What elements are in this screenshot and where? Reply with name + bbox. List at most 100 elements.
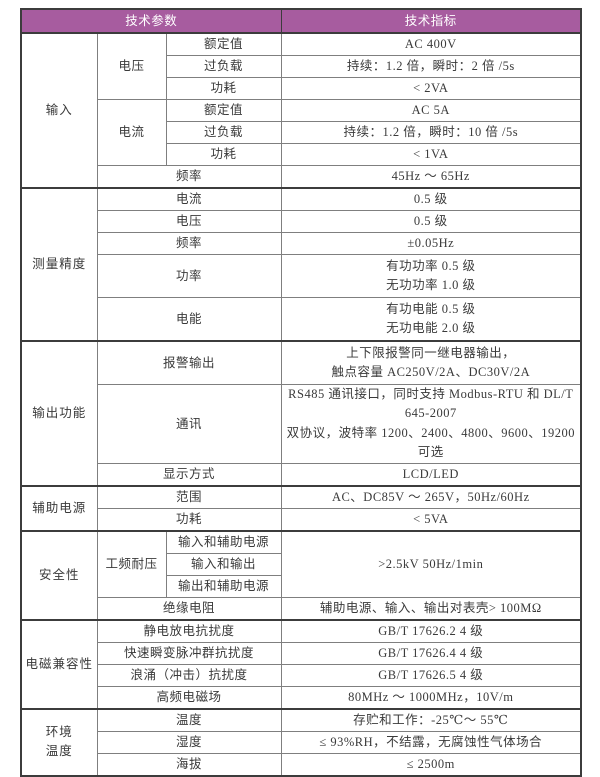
section-label-environment: 环境 温度 <box>20 707 98 776</box>
table-row: 浪涌（冲击）抗扰度 GB/T 17626.5 4 级 <box>21 663 582 687</box>
value-cell: 80MHz ～ 1000MHz，10V/m <box>280 685 582 709</box>
value-cell: 持续：1.2 倍，瞬时：2 倍 /5s <box>280 55 582 78</box>
param-cell: 通讯 <box>96 384 282 464</box>
table-row: 功率 有功功率 0.5 级 无功功率 1.0 级 <box>21 254 582 298</box>
param-cell: 输入和输出 <box>165 552 282 576</box>
param-cell: 电能 <box>96 297 282 342</box>
value-cell: AC、DC85V ～ 265V，50Hz/60Hz <box>280 484 582 509</box>
param-cell: 湿度 <box>96 730 282 754</box>
table-row: 电磁兼容性 静电放电抗扰度 GB/T 17626.2 4 级 <box>20 618 582 709</box>
table-row: 测量精度 电流 0.5 级 <box>20 187 582 342</box>
value-line: 触点容量 AC250V/2A、DC30V/2A <box>331 365 531 379</box>
table-row: 过负载 持续：1.2 倍，瞬时：10 倍 /5s <box>21 121 582 144</box>
param-cell: 高频电磁场 <box>96 685 282 709</box>
table-row: 输入 电压 额定值 AC 400V <box>20 32 582 189</box>
value-line: 上下限报警同一继电器输出， <box>346 345 516 360</box>
table-row: 绝缘电阻 辅助电源、输入、输出对表壳> 100MΩ <box>21 596 582 620</box>
param-cell: 快速瞬变脉冲群抗扰度 <box>96 641 282 665</box>
value-cell: GB/T 17626.2 4 级 <box>280 618 582 643</box>
param-cell: 频率 <box>96 165 282 189</box>
section-label-line: 环境 <box>45 724 73 739</box>
value-cell: >2.5kV 50Hz/1min <box>280 529 582 598</box>
table-row: 功耗 < 5VA <box>21 507 582 531</box>
param-cell: 功耗 <box>165 143 282 166</box>
value-cell: 有功功率 0.5 级 无功功率 1.0 级 <box>280 254 582 298</box>
param-cell: 报警输出 <box>96 340 282 385</box>
header-cell-specs: 技术指标 <box>280 8 582 34</box>
value-cell: 45Hz ～ 65Hz <box>280 165 582 189</box>
table-row: 电能 有功电能 0.5 级 无功电能 2.0 级 <box>21 297 582 342</box>
section-label-input: 输入 <box>20 32 98 189</box>
table-row: 输出功能 报警输出 上下限报警同一继电器输出， 触点容量 AC250V/2A、D… <box>20 340 582 486</box>
subgroup-voltage: 电压 <box>96 32 167 100</box>
param-cell: 输入和辅助电源 <box>165 529 282 554</box>
section-label-emc: 电磁兼容性 <box>20 618 98 709</box>
table-row: 电压 0.5 级 <box>21 210 582 233</box>
table-row: 通讯 RS485 通讯接口，同时支持 Modbus-RTU 和 DL/T 645… <box>21 384 582 464</box>
value-line: 有功功率 0.5 级 <box>386 258 476 273</box>
table-row: 海拔 ≤ 2500m <box>21 752 582 776</box>
header-cell-params: 技术参数 <box>20 8 282 34</box>
section-label-aux-power: 辅助电源 <box>20 484 98 531</box>
value-line: 无功功率 1.0 级 <box>386 278 476 292</box>
value-line: RS485 通讯接口，同时支持 Modbus-RTU 和 DL/T 645-20… <box>288 387 574 421</box>
section-label-safety: 安全性 <box>20 529 98 620</box>
value-cell: 上下限报警同一继电器输出， 触点容量 AC250V/2A、DC30V/2A <box>280 340 582 385</box>
subgroup-withstand-voltage: 工频耐压 <box>96 529 167 598</box>
value-cell: < 1VA <box>280 143 582 166</box>
value-cell: 持续：1.2 倍，瞬时：10 倍 /5s <box>280 121 582 144</box>
subgroup-current: 电流 <box>96 99 167 166</box>
param-cell: 额定值 <box>165 32 282 56</box>
table-row: 湿度 ≤ 93%RH，不结露，无腐蚀性气体场合 <box>21 730 582 754</box>
table-header-row: 技术参数 技术指标 <box>20 8 582 34</box>
param-cell: 功耗 <box>165 77 282 100</box>
table-row: 安全性 工频耐压 输入和辅助电源 >2.5kV 50Hz/1min <box>20 529 582 620</box>
table-row: 高频电磁场 80MHz ～ 1000MHz，10V/m <box>21 685 582 709</box>
param-cell: 功率 <box>96 254 282 298</box>
section-label-accuracy: 测量精度 <box>20 187 98 342</box>
value-cell: AC 400V <box>280 32 582 56</box>
param-cell: 频率 <box>96 232 282 255</box>
table-row: 快速瞬变脉冲群抗扰度 GB/T 17626.4 4 级 <box>21 641 582 665</box>
value-cell: 0.5 级 <box>280 187 582 211</box>
table-row: 辅助电源 范围 AC、DC85V ～ 265V，50Hz/60Hz <box>20 484 582 531</box>
value-line: 有功电能 0.5 级 <box>386 301 476 316</box>
param-cell: 静电放电抗扰度 <box>96 618 282 643</box>
section-label-line: 温度 <box>45 744 73 758</box>
spec-table: 技术参数 技术指标 输入 电压 额定值 AC 400V 过负载 持续：1.2 倍… <box>20 8 583 777</box>
value-cell: ≤ 2500m <box>280 752 582 776</box>
param-cell: 电流 <box>96 187 282 211</box>
value-cell: AC 5A <box>280 99 582 122</box>
value-cell: RS485 通讯接口，同时支持 Modbus-RTU 和 DL/T 645-20… <box>280 384 582 464</box>
value-cell: ≤ 93%RH，不结露，无腐蚀性气体场合 <box>280 730 582 754</box>
table-row: 功耗 < 1VA <box>21 143 582 166</box>
param-cell: 范围 <box>96 484 282 509</box>
table-row: 电流 额定值 AC 5A <box>21 99 582 166</box>
param-cell: 显示方式 <box>96 462 282 486</box>
table-row: 环境 温度 温度 存贮和工作：-25℃～ 55℃ <box>20 707 582 776</box>
value-cell: 有功电能 0.5 级 无功电能 2.0 级 <box>280 297 582 342</box>
param-cell: 功耗 <box>96 507 282 531</box>
value-line: 双协议，波特率 1200、2400、4800、9600、19200 可选 <box>286 425 575 460</box>
section-label-output: 输出功能 <box>20 340 98 486</box>
value-cell: 存贮和工作：-25℃～ 55℃ <box>280 707 582 732</box>
param-cell: 绝缘电阻 <box>96 596 282 620</box>
value-line: 无功电能 2.0 级 <box>386 321 476 335</box>
table-row: 输入和输出 <box>21 552 581 576</box>
param-cell: 输出和辅助电源 <box>165 574 282 598</box>
value-cell: < 5VA <box>280 507 582 531</box>
table-row: 频率 45Hz ～ 65Hz <box>21 165 582 189</box>
param-cell: 浪涌（冲击）抗扰度 <box>96 663 282 687</box>
value-cell: GB/T 17626.5 4 级 <box>280 663 582 687</box>
param-cell: 温度 <box>96 707 282 732</box>
value-cell: 辅助电源、输入、输出对表壳> 100MΩ <box>280 596 582 620</box>
table-row: 输出和辅助电源 <box>21 574 581 598</box>
param-cell: 电压 <box>96 210 282 233</box>
table-row: 显示方式 LCD/LED <box>21 462 582 486</box>
param-cell: 额定值 <box>165 99 282 122</box>
value-cell: < 2VA <box>280 77 582 100</box>
param-cell: 海拔 <box>96 752 282 776</box>
param-cell: 过负载 <box>165 55 282 78</box>
value-cell: 0.5 级 <box>280 210 582 233</box>
